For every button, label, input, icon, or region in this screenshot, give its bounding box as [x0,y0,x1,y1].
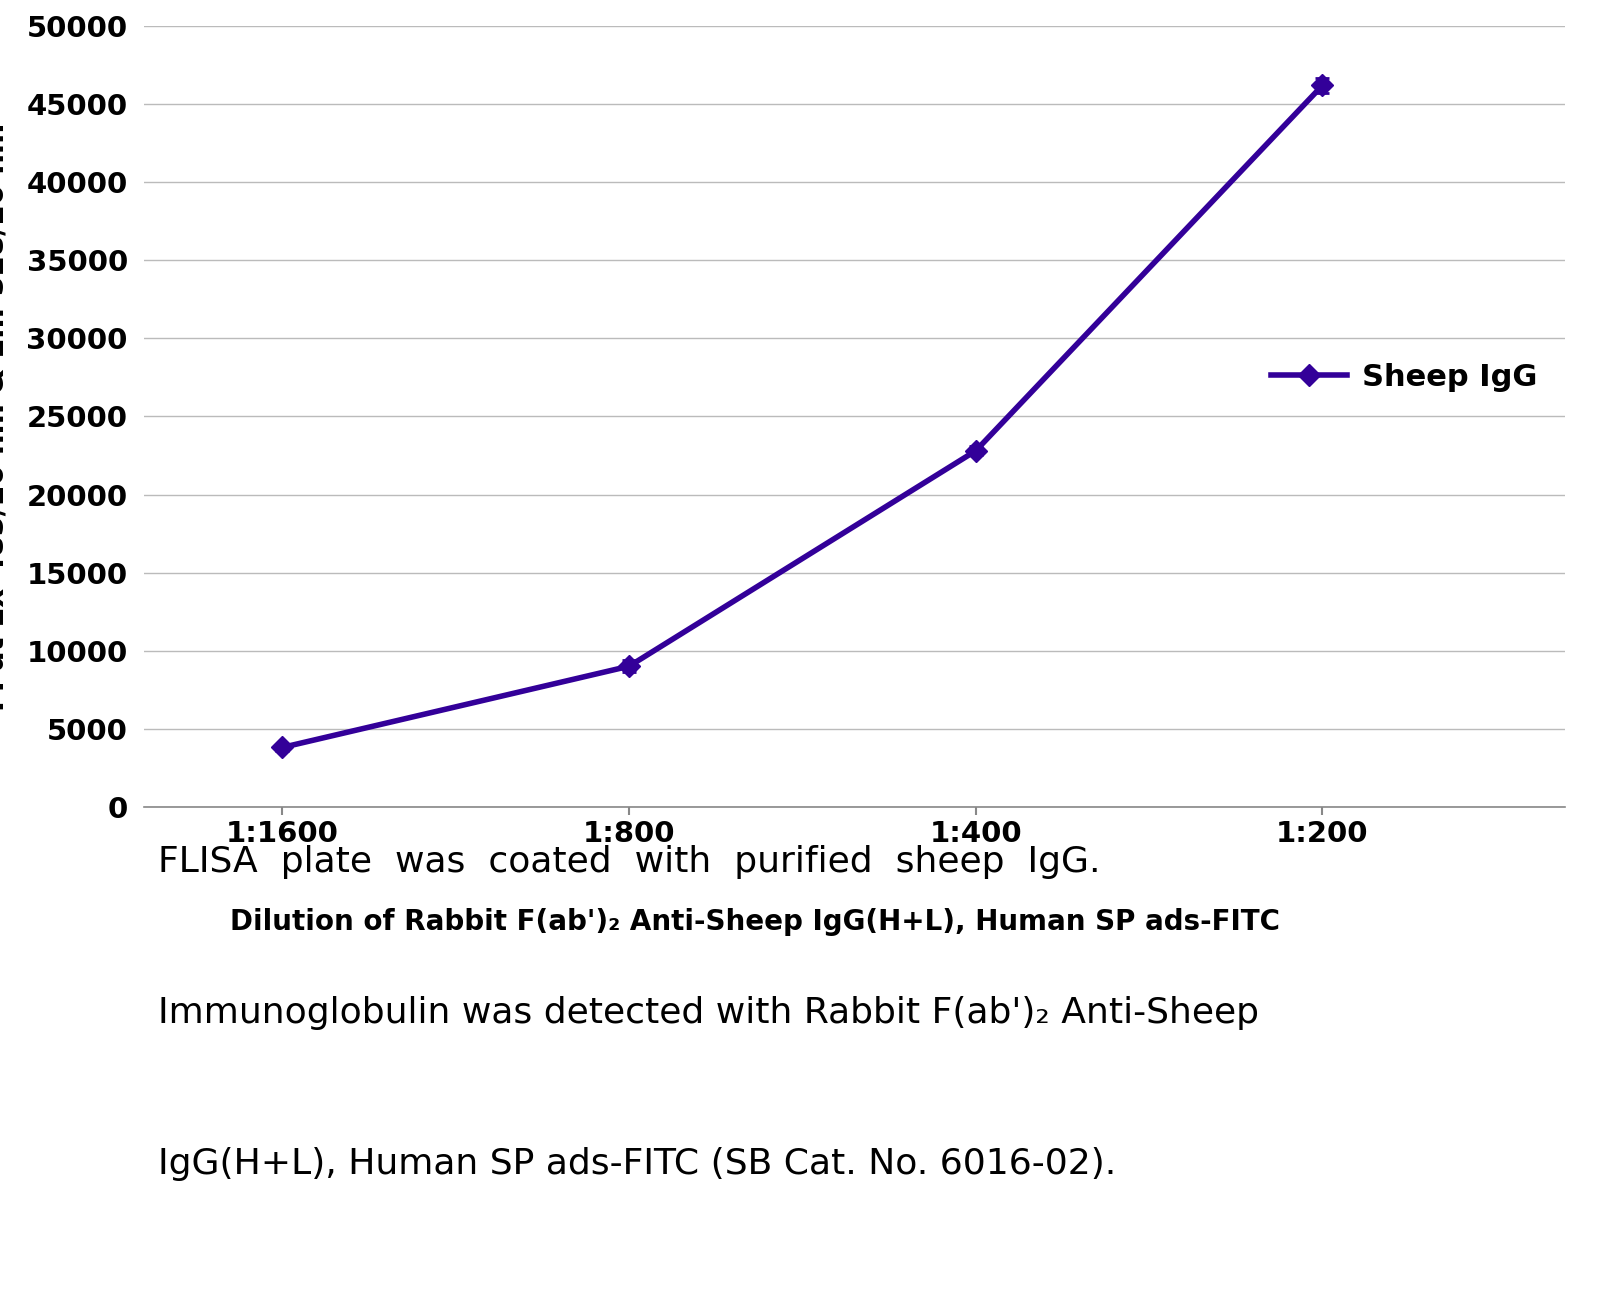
Y-axis label: FI at Ex-485/20 nm & Em-528/20 nm: FI at Ex-485/20 nm & Em-528/20 nm [0,123,10,710]
Legend: Sheep IgG: Sheep IgG [1258,351,1549,404]
Text: IgG(H+L), Human SP ads-FITC (SB Cat. No. 6016-02).: IgG(H+L), Human SP ads-FITC (SB Cat. No.… [158,1148,1116,1182]
Text: Dilution of Rabbit F(ab')₂ Anti-Sheep IgG(H+L), Human SP ads-FITC: Dilution of Rabbit F(ab')₂ Anti-Sheep Ig… [230,908,1279,936]
Text: Immunoglobulin was detected with Rabbit F(ab')₂ Anti-Sheep: Immunoglobulin was detected with Rabbit … [158,996,1258,1030]
Text: FLISA  plate  was  coated  with  purified  sheep  IgG.: FLISA plate was coated with purified she… [158,845,1100,879]
